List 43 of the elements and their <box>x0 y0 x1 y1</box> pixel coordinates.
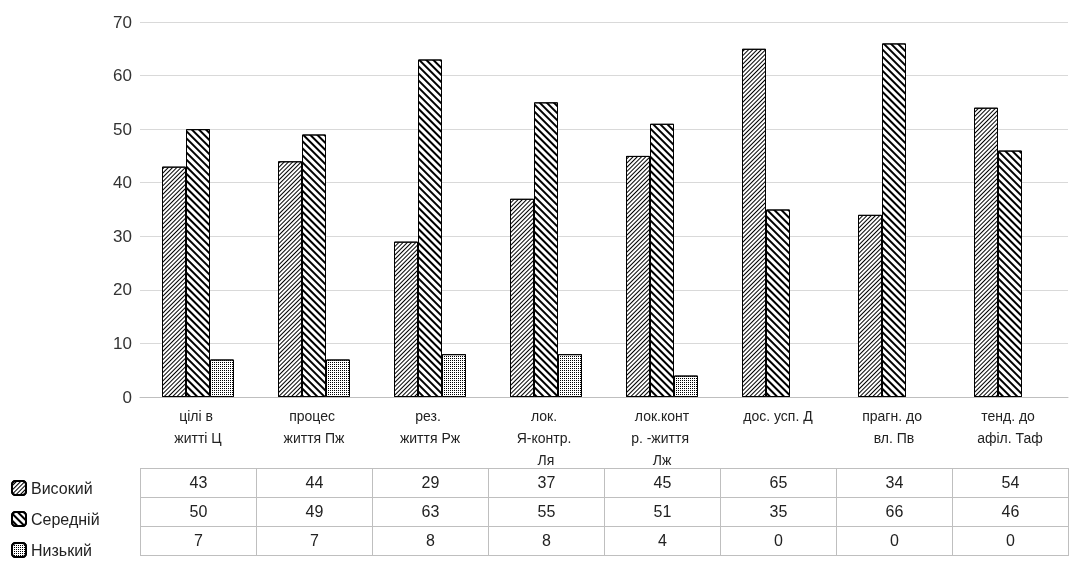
legend-label: Низький <box>31 541 93 559</box>
data-label: 46 <box>952 497 1069 527</box>
data-label: 35 <box>720 497 837 527</box>
legend-label: Середній <box>31 510 100 528</box>
data-label: 51 <box>604 497 721 527</box>
data-label: 49 <box>256 497 373 527</box>
x-tick-label: прагн. до вл. Пв <box>862 408 926 446</box>
x-tick-label: дос. усп. Д <box>743 408 814 424</box>
y-tick-label: 50 <box>113 119 132 139</box>
data-label: 29 <box>372 468 489 498</box>
data-label: 55 <box>488 497 605 527</box>
y-tick-label: 60 <box>113 66 132 86</box>
data-label: 8 <box>372 526 489 556</box>
data-label: 0 <box>836 526 953 556</box>
data-label: 43 <box>140 468 257 498</box>
data-label: 34 <box>836 468 953 498</box>
legend-label: Високий <box>31 479 93 497</box>
x-tick-label: лок.контр. -життя Лж <box>631 408 693 468</box>
x-tick-label: рез. життя Рж <box>399 408 461 446</box>
y-tick-label: 20 <box>113 280 132 300</box>
data-label: 44 <box>256 468 373 498</box>
y-tick-label: 70 <box>113 12 132 32</box>
data-label: 4 <box>604 526 721 556</box>
data-label: 0 <box>952 526 1069 556</box>
data-label: 7 <box>140 526 257 556</box>
x-tick-label: лок. Я-контр. Ля <box>516 408 576 468</box>
data-label: 65 <box>720 468 837 498</box>
data-label: 0 <box>720 526 837 556</box>
y-tick-label: 40 <box>113 173 132 193</box>
x-tick-label: тенд. до афіл. Таф <box>977 408 1043 446</box>
data-label: 54 <box>952 468 1069 498</box>
data-label: 7 <box>256 526 373 556</box>
data-label: 37 <box>488 468 605 498</box>
data-label: 45 <box>604 468 721 498</box>
data-label: 66 <box>836 497 953 527</box>
x-tick-label: процес життя Пж <box>283 408 346 446</box>
data-label: 8 <box>488 526 605 556</box>
y-tick-label: 10 <box>113 333 132 353</box>
data-label: 63 <box>372 497 489 527</box>
y-tick-label: 0 <box>122 387 132 407</box>
y-tick-label: 30 <box>113 226 132 246</box>
x-tick-label: цілі в житті Ц <box>174 408 223 446</box>
data-label: 50 <box>140 497 257 527</box>
